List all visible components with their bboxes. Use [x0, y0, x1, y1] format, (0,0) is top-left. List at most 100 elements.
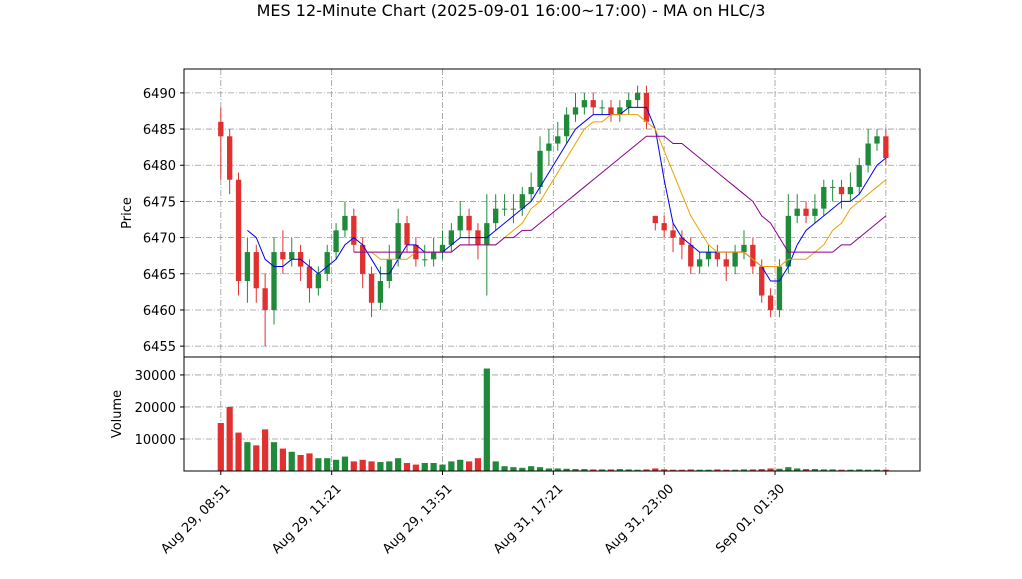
candle-body [599, 107, 605, 109]
volume-bar [696, 469, 703, 471]
volume-bar [652, 468, 659, 471]
ma-line [353, 135, 887, 253]
candle-body [227, 136, 233, 180]
volume-bar [643, 469, 650, 471]
candle-body [829, 186, 836, 188]
volume-bar [714, 469, 721, 471]
volume-bar [785, 467, 792, 471]
volume-bar [483, 368, 490, 471]
volume-bar [545, 468, 552, 471]
candle-body [821, 186, 827, 209]
y-tick-label: 6480 [143, 159, 176, 174]
y-tick-label: 6455 [143, 340, 176, 355]
volume-bar [288, 451, 295, 471]
volume-bar [634, 469, 641, 471]
candle-body [741, 244, 747, 253]
volume-bar [279, 448, 286, 471]
x-tick-label: Aug 31, 23:00 [602, 481, 678, 557]
candle-body [439, 244, 446, 253]
volume-bar [829, 469, 836, 471]
candle-body [368, 273, 375, 303]
candle-body [688, 244, 694, 267]
volume-bar [262, 429, 269, 471]
candle-body [457, 215, 463, 231]
volume-bar [412, 464, 419, 471]
volume-bar [421, 462, 428, 471]
volume-bar [395, 458, 402, 471]
candle-body [422, 259, 428, 261]
chart-title: MES 12-Minute Chart (2025-09-01 16:00~17… [257, 1, 766, 20]
candle-body [856, 165, 862, 187]
candle-body [626, 100, 632, 108]
volume-bar [492, 461, 499, 471]
volume-tick-label: 20000 [135, 401, 176, 416]
candle-body [652, 215, 658, 224]
volume-bar [847, 469, 854, 471]
candle-body [546, 143, 552, 151]
volume-bar [776, 468, 783, 471]
volume-bar [749, 469, 756, 471]
volume-bar [820, 469, 827, 471]
candle-body [537, 150, 543, 187]
candle-body [732, 252, 738, 267]
candle-body [794, 208, 800, 216]
candle-body [812, 208, 818, 216]
candle-body [448, 230, 455, 245]
volume-bar [563, 468, 570, 471]
y-tick-label: 6465 [143, 268, 176, 283]
volume-bar [474, 458, 482, 471]
volume-bar [403, 462, 411, 471]
candle-body [262, 288, 268, 310]
volume-bar [510, 467, 517, 471]
candle-body [670, 230, 676, 238]
candle-body [519, 194, 525, 209]
candle-body [315, 273, 322, 289]
candle-body [563, 114, 570, 137]
volume-bar [368, 461, 375, 471]
volume-bar [306, 453, 313, 471]
y-tick-label: 6490 [143, 87, 176, 102]
volume-bar [865, 469, 872, 471]
volume-bar [519, 467, 526, 471]
candle-body [306, 266, 313, 289]
candle-body [803, 208, 809, 216]
volume-bar [856, 469, 863, 471]
candle-body [289, 252, 295, 260]
candle-body [679, 237, 685, 245]
candle-body [590, 100, 596, 108]
candle-body [617, 107, 623, 115]
volume-bar [802, 469, 810, 471]
volume-bar [439, 464, 446, 471]
volume-bar [270, 442, 278, 471]
volume-bar [598, 469, 606, 471]
candle-body [723, 259, 729, 267]
volume-frame [183, 356, 921, 472]
candle-body [510, 208, 517, 210]
candle-body [555, 136, 561, 144]
volume-bar [794, 468, 801, 471]
volume-bar [297, 454, 304, 471]
candle-body [883, 136, 889, 159]
volume-bar [678, 469, 686, 471]
volume-bar [536, 467, 544, 471]
y-tick-label: 6485 [143, 123, 176, 138]
volume-bar [572, 469, 579, 471]
candle-body [608, 107, 614, 115]
candle-body [386, 259, 392, 282]
candle-body [874, 136, 880, 144]
candle-body [661, 223, 667, 231]
candle-body [342, 215, 348, 231]
candle-body [360, 244, 366, 274]
x-tick-label: Aug 31, 17:21 [491, 481, 567, 557]
volume-bar [226, 406, 233, 471]
y-tick-label: 6475 [143, 195, 176, 210]
volume-bar [457, 459, 464, 471]
volume-bar [758, 469, 765, 471]
candle-body [750, 244, 756, 267]
candle-body [501, 208, 508, 210]
volume-bar [661, 469, 668, 471]
volume-bar [581, 469, 588, 471]
volume-bar [767, 468, 774, 471]
candle-body [218, 121, 224, 137]
volume-bar [235, 432, 242, 471]
